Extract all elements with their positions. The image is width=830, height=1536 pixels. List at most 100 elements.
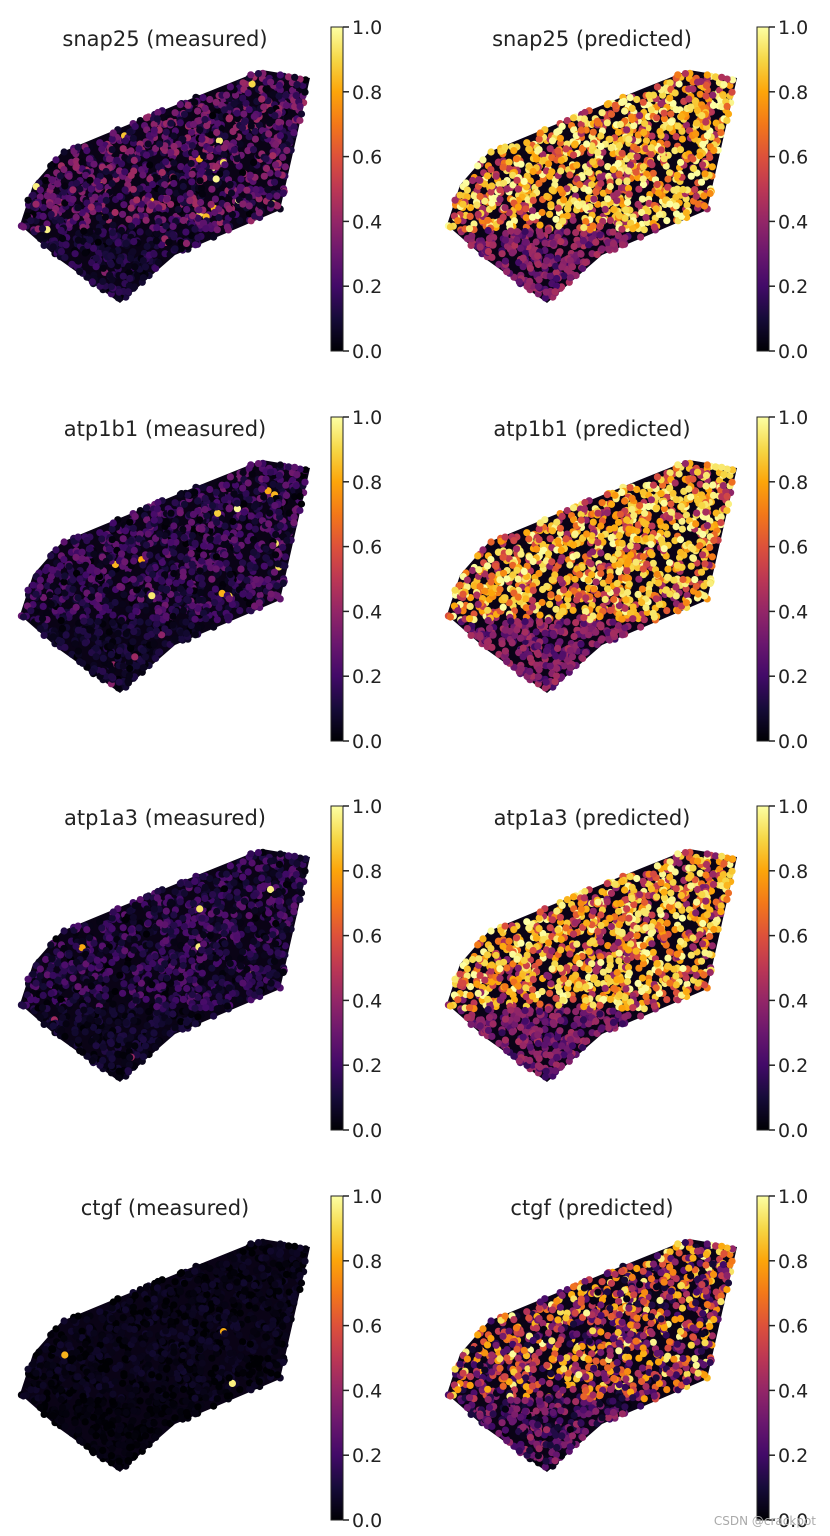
spot <box>83 537 91 545</box>
colorbar-tick-label: 0.2 <box>352 276 382 298</box>
spot <box>247 512 255 520</box>
spot <box>86 176 94 184</box>
panels-layer: snap25 (measured)0.00.20.40.60.81.0 snap2… <box>17 17 808 1532</box>
spot <box>467 631 475 639</box>
spot <box>724 500 733 508</box>
spot <box>240 508 248 516</box>
spot <box>269 152 277 160</box>
spot <box>538 208 546 217</box>
spot <box>687 172 695 180</box>
spot <box>569 541 578 549</box>
spot <box>520 177 528 185</box>
spot <box>528 213 537 221</box>
spot <box>27 217 35 225</box>
spot <box>188 142 196 150</box>
spot <box>598 109 606 117</box>
spot <box>121 558 129 566</box>
spot <box>546 272 554 280</box>
spot <box>641 119 649 127</box>
spot <box>112 150 120 159</box>
spot <box>545 160 553 168</box>
spot <box>187 232 195 240</box>
spot <box>641 509 649 517</box>
spot <box>584 576 592 584</box>
spot <box>250 158 258 166</box>
spot <box>227 579 236 587</box>
spot <box>266 119 274 127</box>
spot <box>149 180 157 189</box>
spot <box>116 582 124 590</box>
spot <box>60 148 68 156</box>
spot <box>43 192 52 200</box>
spot <box>291 103 299 111</box>
spot <box>642 137 650 145</box>
spot <box>83 147 91 155</box>
spot <box>699 551 707 559</box>
spot <box>105 155 114 163</box>
spot <box>681 70 689 78</box>
spot <box>282 91 290 99</box>
spot <box>135 145 143 153</box>
spot <box>596 231 604 239</box>
spot <box>556 638 564 646</box>
spot <box>618 615 626 623</box>
spot <box>256 591 264 599</box>
spot <box>535 146 543 154</box>
spot <box>596 222 604 230</box>
spot <box>208 185 216 193</box>
spot <box>206 535 214 543</box>
spot <box>252 575 260 584</box>
spot <box>180 500 189 508</box>
spot <box>664 183 672 191</box>
spot <box>60 538 68 546</box>
spot <box>24 196 32 204</box>
spot <box>127 537 135 545</box>
spot <box>243 186 251 194</box>
spot <box>566 561 574 569</box>
spot <box>145 229 153 237</box>
spot <box>155 204 163 212</box>
spot <box>179 182 187 191</box>
spot <box>169 231 177 239</box>
spot <box>535 135 543 143</box>
spot <box>262 554 271 562</box>
panel-atp1b1-predicted: atp1b1 (predicted)0.00.20.40.60.81.0 <box>444 407 808 753</box>
spot <box>176 101 184 109</box>
spot <box>671 147 679 155</box>
spot <box>703 132 711 140</box>
spot <box>126 664 134 673</box>
spot <box>607 500 616 508</box>
spot <box>108 179 116 188</box>
spot <box>191 98 199 106</box>
spot <box>255 599 263 607</box>
colorbar <box>756 26 770 352</box>
spot <box>621 234 629 242</box>
spot <box>521 238 529 246</box>
spot <box>136 228 144 236</box>
spot <box>220 106 228 114</box>
spot <box>623 177 631 185</box>
spot <box>197 184 206 192</box>
spot <box>99 264 107 272</box>
spot <box>153 505 161 513</box>
spot <box>485 624 494 633</box>
spot <box>126 274 134 283</box>
spot <box>262 475 270 483</box>
spot <box>503 268 511 276</box>
spot <box>258 95 266 103</box>
spot <box>463 186 471 194</box>
spot <box>556 524 564 532</box>
spot <box>157 186 165 194</box>
spot <box>130 628 138 636</box>
spot <box>536 129 544 137</box>
spot <box>687 562 695 570</box>
spot <box>177 163 185 171</box>
spot <box>142 216 150 224</box>
spot <box>156 530 164 538</box>
spot <box>692 582 700 590</box>
spot <box>150 250 158 258</box>
spot <box>94 238 102 246</box>
spot <box>706 153 714 161</box>
spot <box>226 473 234 481</box>
spot <box>666 79 674 87</box>
